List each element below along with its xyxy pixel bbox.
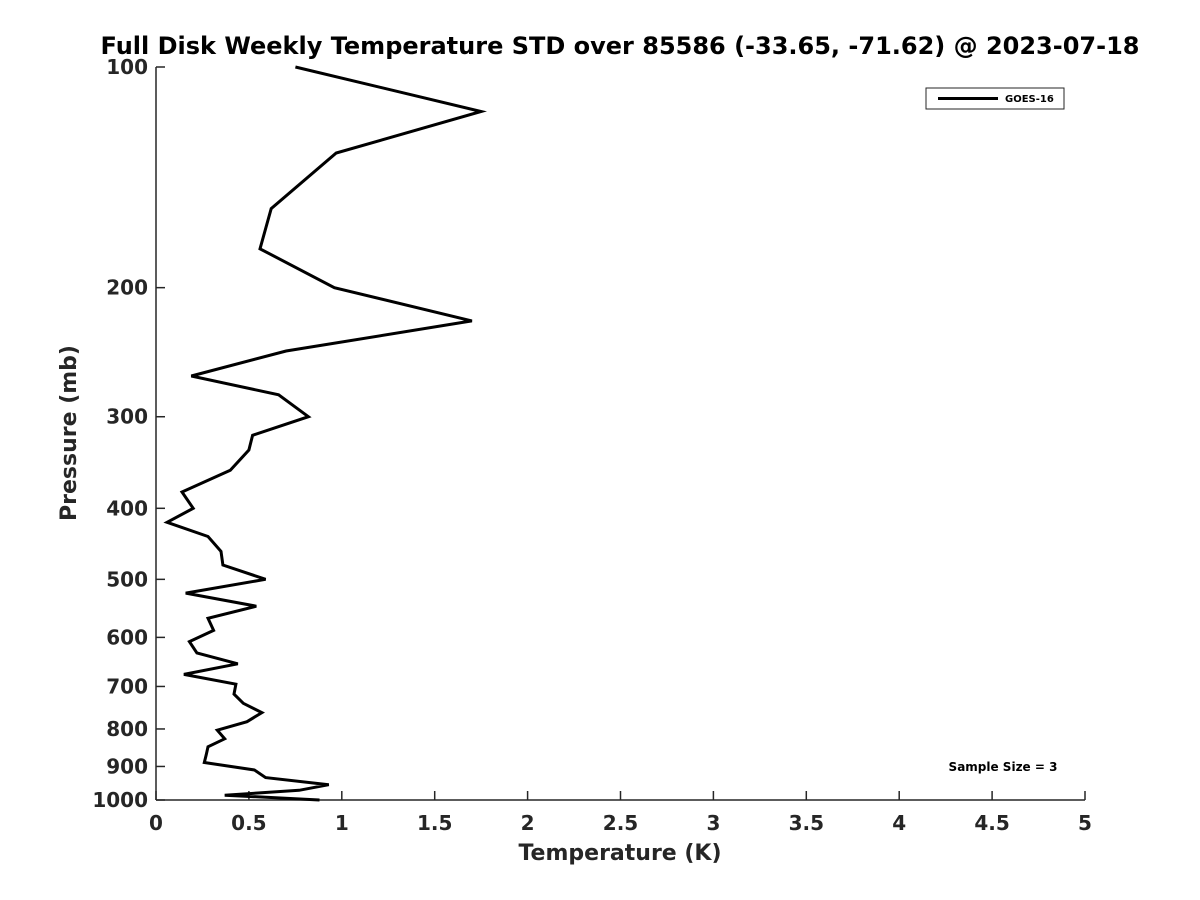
- y-tick-label: 1000: [92, 788, 148, 812]
- y-tick-label: 300: [106, 405, 148, 429]
- x-tick-label: 0: [149, 811, 163, 835]
- y-axis-label: Pressure (mb): [57, 345, 82, 521]
- x-tick-label: 5: [1078, 811, 1092, 835]
- chart-title: Full Disk Weekly Temperature STD over 85…: [101, 32, 1140, 60]
- y-tick-label: 900: [106, 754, 148, 778]
- x-tick-label: 1.5: [417, 811, 452, 835]
- plot-area: 0 0.5 1 1.5 2 2.5 3 3.5 4 4.5 5 100 200 300 400 500 600…: [92, 55, 1092, 835]
- x-tick-label: 4: [892, 811, 906, 835]
- y-tick-label: 200: [106, 276, 148, 300]
- x-tick-label: 4.5: [974, 811, 1009, 835]
- legend-label: GOES-16: [1005, 94, 1054, 105]
- legend: GOES-16: [925, 87, 1065, 110]
- x-tick-label: 0.5: [231, 811, 266, 835]
- x-tick-label: 2: [521, 811, 535, 835]
- series-line-goes-16: [163, 65, 487, 802]
- y-tick-label: 600: [106, 625, 148, 649]
- x-ticks: 0 0.5 1 1.5 2 2.5 3 3.5 4 4.5 5: [149, 791, 1092, 835]
- y-tick-label: 700: [106, 674, 148, 698]
- x-tick-label: 1: [335, 811, 349, 835]
- y-ticks: 100 200 300 400 500 600 700 800 900 1000: [92, 55, 165, 812]
- x-tick-label: 2.5: [603, 811, 638, 835]
- x-axis-label: Temperature (K): [518, 841, 721, 866]
- x-tick-label: 3: [706, 811, 720, 835]
- sample-size-annotation: Sample Size = 3: [949, 760, 1058, 774]
- y-tick-label: 400: [106, 496, 148, 520]
- y-tick-label: 500: [106, 567, 148, 591]
- y-tick-label: 800: [106, 717, 148, 741]
- y-tick-label: 100: [106, 55, 148, 79]
- series-layer: [163, 65, 487, 802]
- x-tick-label: 3.5: [789, 811, 824, 835]
